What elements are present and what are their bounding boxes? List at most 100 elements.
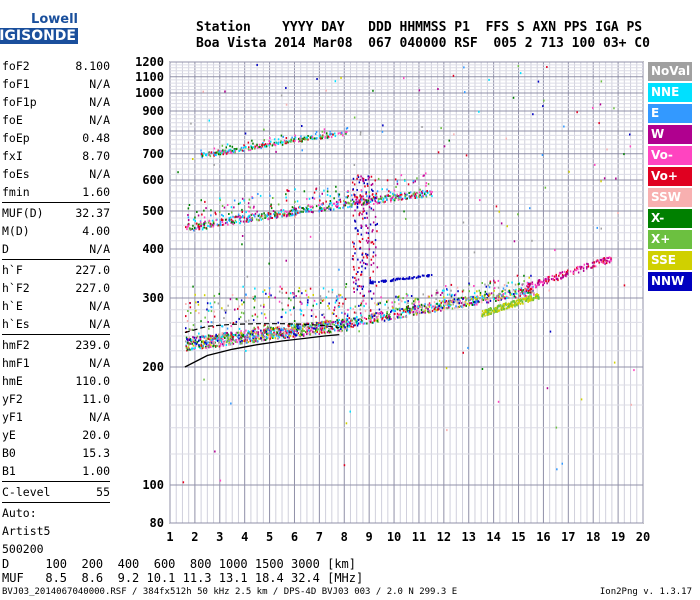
echo-point	[229, 322, 232, 324]
echo-point	[592, 265, 594, 268]
echo-point	[273, 329, 275, 332]
echo-point	[270, 331, 272, 334]
echo-point	[198, 332, 200, 335]
echo-point	[291, 327, 294, 329]
echo-point	[346, 313, 349, 316]
echo-point	[294, 327, 297, 330]
echo-point	[259, 194, 262, 197]
echo-point	[380, 313, 383, 316]
echo-point	[479, 294, 482, 296]
echo-point	[594, 265, 597, 268]
y-tick-label: 80	[150, 516, 164, 530]
noise-point	[277, 138, 280, 141]
echo-point	[527, 290, 530, 292]
echo-point	[444, 298, 446, 301]
echo-point	[273, 331, 275, 334]
echo-point	[350, 199, 352, 202]
param-name: 500200	[2, 542, 44, 556]
echo-point	[381, 318, 383, 321]
echo-point	[326, 320, 328, 323]
echo-point	[201, 154, 204, 157]
echo-point	[504, 296, 506, 298]
echo-point	[502, 295, 504, 298]
echo-point	[362, 295, 364, 298]
echo-point	[233, 222, 236, 224]
param-name: h`F2	[2, 281, 30, 295]
echo-point	[232, 342, 235, 345]
echo-point	[223, 317, 225, 320]
echo-point	[326, 132, 328, 135]
echo-point	[579, 265, 581, 268]
echo-point	[200, 344, 203, 347]
echo-point	[394, 193, 396, 196]
echo-point	[402, 315, 405, 318]
echo-point	[206, 308, 208, 311]
echo-point	[356, 189, 358, 191]
echo-point	[306, 328, 308, 331]
echo-point	[321, 313, 323, 316]
echo-point	[239, 218, 241, 221]
echo-point	[355, 316, 358, 318]
noise-point	[488, 78, 490, 81]
echo-point	[395, 295, 397, 298]
echo-point	[232, 151, 235, 154]
noise-point	[600, 80, 603, 83]
echo-point	[399, 298, 402, 301]
echo-point	[379, 195, 382, 198]
echo-point	[232, 215, 234, 218]
echo-point	[206, 302, 209, 305]
echo-point	[596, 259, 599, 262]
echo-point	[335, 204, 337, 207]
echo-point	[199, 336, 201, 339]
echo-point	[434, 306, 437, 309]
echo-point	[306, 136, 308, 139]
echo-point	[380, 280, 383, 283]
echo-point	[400, 196, 402, 199]
echo-point	[294, 139, 296, 142]
echo-point	[525, 289, 528, 292]
echo-point	[230, 333, 232, 336]
echo-point	[240, 299, 243, 302]
echo-point	[390, 311, 392, 313]
echo-point	[192, 347, 194, 350]
echo-point	[397, 198, 400, 201]
echo-point	[307, 138, 309, 141]
echo-point	[511, 293, 513, 296]
echo-point	[391, 305, 394, 308]
echo-point	[285, 140, 287, 143]
echo-point	[418, 311, 421, 314]
echo-point	[229, 336, 231, 339]
echo-point	[415, 276, 418, 279]
echo-point	[457, 297, 460, 300]
noise-point	[505, 137, 507, 140]
echo-point	[223, 332, 225, 335]
echo-point	[569, 270, 572, 273]
echo-point	[465, 297, 467, 300]
noise-point	[294, 216, 296, 219]
echo-point	[365, 252, 367, 255]
echo-point	[229, 145, 231, 148]
noise-point	[623, 284, 626, 287]
noise-point	[445, 367, 448, 370]
echo-point	[251, 197, 254, 199]
echo-point	[286, 211, 288, 214]
echo-point	[334, 306, 336, 309]
echo-point	[288, 297, 290, 300]
echo-point	[197, 303, 200, 306]
echo-point	[503, 297, 506, 300]
echo-point	[529, 295, 532, 298]
echo-point	[281, 302, 283, 305]
echo-point	[498, 298, 500, 301]
echo-point	[280, 334, 283, 337]
echo-point	[376, 222, 378, 225]
legend-item-noval: NoVal	[648, 62, 692, 81]
echo-point	[478, 289, 480, 292]
echo-point	[302, 207, 304, 210]
echo-point	[267, 143, 269, 146]
echo-point	[382, 279, 385, 282]
echo-point	[222, 153, 224, 156]
echo-point	[395, 197, 397, 200]
param-name: fxI	[2, 149, 23, 163]
echo-point	[209, 335, 212, 338]
x-tick-label: 9	[366, 530, 373, 544]
